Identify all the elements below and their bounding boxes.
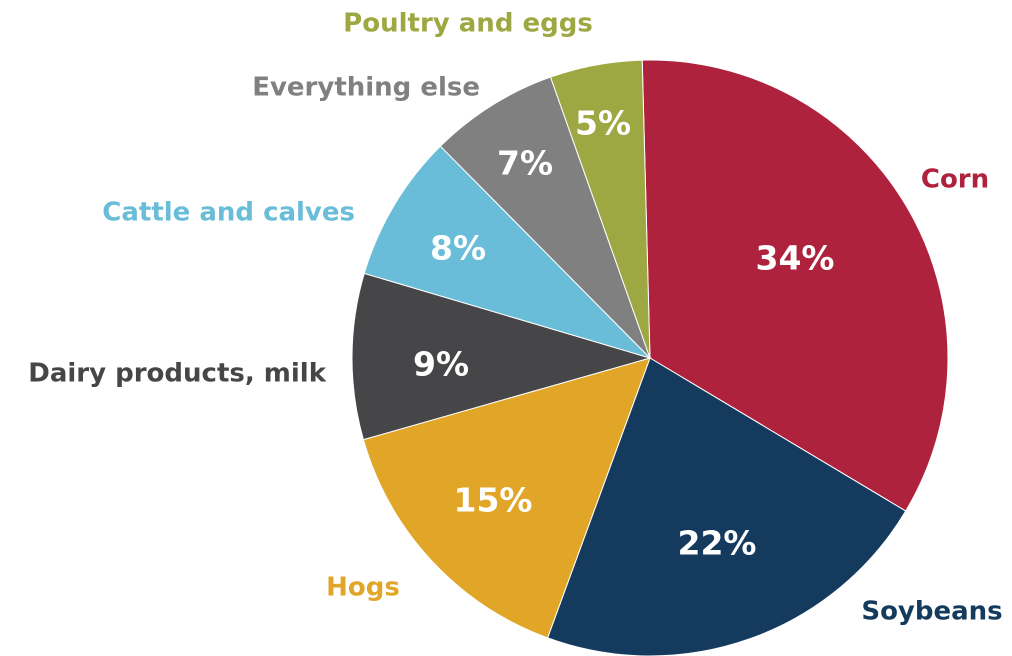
- value-label-soybeans: 22%: [678, 524, 757, 563]
- value-label-poultry-and-eggs: 5%: [575, 104, 631, 143]
- slice-dairy-products-milk: [351, 272, 652, 441]
- slice-cattle-and-calves: [363, 145, 651, 359]
- category-label-everything-else: Everything else: [252, 73, 480, 103]
- pie-slices: [351, 59, 949, 656]
- slice-soybeans: [546, 357, 907, 656]
- category-label-dairy-products-milk: Dairy products, milk: [28, 359, 326, 389]
- value-label-dairy-products-milk: 9%: [413, 345, 469, 384]
- slice-everything-else: [439, 76, 651, 359]
- category-labels: Corn Soybeans Hogs Dairy products, milk Catt…: [28, 9, 1002, 627]
- category-label-cattle-and-calves: Cattle and calves: [102, 198, 355, 228]
- slice-corn: [641, 59, 949, 512]
- category-label-soybeans: Soybeans: [861, 597, 1002, 627]
- slice-hogs: [362, 357, 651, 639]
- value-label-corn: 34%: [756, 239, 835, 278]
- value-label-hogs: 15%: [454, 481, 533, 520]
- value-label-everything-else: 7%: [497, 144, 553, 183]
- percentage-labels: 34% 22% 15% 9% 8% 7% 5%: [413, 104, 835, 563]
- category-label-poultry-and-eggs: Poultry and eggs: [343, 9, 593, 39]
- value-label-cattle-and-calves: 8%: [430, 229, 486, 268]
- category-label-corn: Corn: [921, 165, 989, 195]
- slice-poultry-and-eggs: [549, 59, 651, 359]
- category-label-hogs: Hogs: [326, 573, 400, 603]
